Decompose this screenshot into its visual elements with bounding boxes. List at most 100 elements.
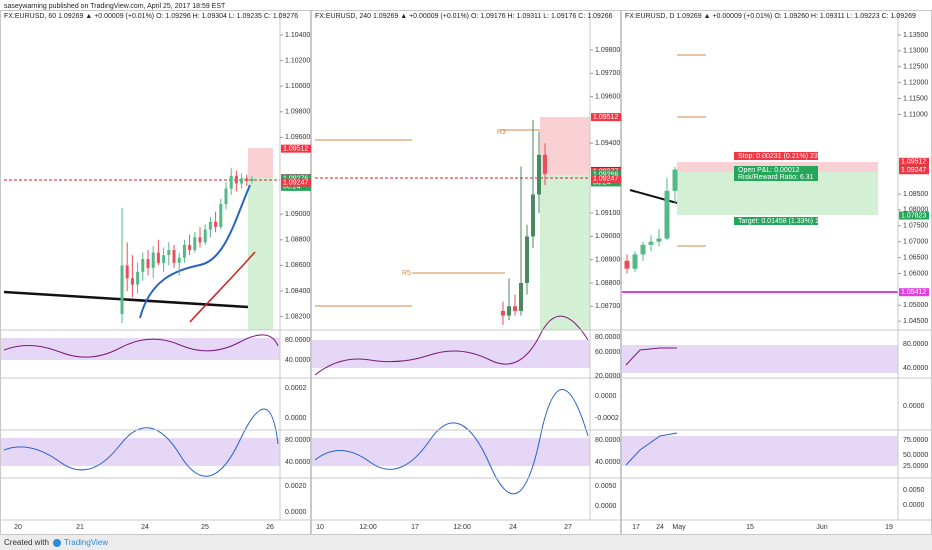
stoch-band bbox=[622, 436, 898, 466]
price-tick-label: 1.09000 bbox=[285, 211, 310, 218]
time-tick-label: 17 bbox=[411, 524, 419, 531]
rsi-band bbox=[622, 345, 898, 373]
candle-body bbox=[162, 255, 166, 263]
time-tick-label: 12:00 bbox=[453, 524, 471, 531]
time-tick-label: 24 bbox=[141, 524, 149, 531]
time-tick-label: 25 bbox=[201, 524, 209, 531]
candle-body bbox=[624, 260, 630, 269]
price-tag bbox=[591, 170, 621, 179]
candle-body bbox=[229, 175, 233, 189]
price-tick-label: 1.08700 bbox=[595, 303, 620, 310]
subpane-tick-label: 0.0000 bbox=[595, 503, 617, 510]
price-tag-label: 1.05412 bbox=[901, 289, 926, 296]
price-tick-label: 1.09100 bbox=[595, 210, 620, 217]
candle-body bbox=[172, 250, 176, 263]
rsi-line bbox=[625, 347, 677, 366]
annotation-box bbox=[734, 217, 818, 225]
price-tag bbox=[899, 166, 929, 175]
subpane-tick-label: 40.0000 bbox=[903, 365, 928, 372]
candle-body bbox=[136, 271, 140, 285]
time-tick-label: 24 bbox=[656, 524, 664, 531]
time-tick-label: 12:00 bbox=[359, 524, 377, 531]
candle-body bbox=[640, 244, 646, 255]
price-tick-label: 1.07500 bbox=[903, 223, 928, 230]
stop-zone bbox=[248, 148, 273, 178]
annotation-box bbox=[734, 166, 818, 174]
price-tag-label: 1.09512 bbox=[593, 114, 618, 121]
candle-body bbox=[177, 257, 181, 263]
candle-body bbox=[208, 221, 212, 230]
candle-body bbox=[203, 229, 207, 243]
candle-body bbox=[501, 310, 505, 316]
moving-average bbox=[189, 251, 256, 323]
subpane-tick-label: 0.0050 bbox=[595, 483, 617, 490]
annotation-box bbox=[734, 152, 818, 160]
time-tick-label: 26 bbox=[266, 524, 274, 531]
price-tick-label: 1.12500 bbox=[903, 64, 928, 71]
frame bbox=[0, 10, 311, 535]
candle-body bbox=[182, 244, 186, 258]
price-tick-label: 1.08600 bbox=[285, 262, 310, 269]
candle-body bbox=[234, 175, 238, 184]
candle-body bbox=[198, 237, 202, 243]
candle-body bbox=[525, 236, 529, 283]
annotation: Risk/Reward Ratio: 6.31 bbox=[738, 174, 814, 181]
subpane-tick-label: 0.0020 bbox=[285, 483, 307, 490]
annotation: Target: 0.01458 (1.33%) 145.8 bbox=[738, 218, 833, 225]
candle-body bbox=[250, 178, 254, 181]
subpane-tick-label: 80.0000 bbox=[903, 341, 928, 348]
publish-header: saseywarning published on TradingView.co… bbox=[4, 3, 226, 10]
subpane-tick-label: 40.0000 bbox=[285, 459, 310, 466]
price-tick-label: 1.06000 bbox=[903, 270, 928, 277]
annotation: R5 bbox=[402, 270, 411, 277]
candle-body bbox=[167, 250, 171, 256]
candle-body bbox=[188, 244, 192, 251]
time-tick-label: Jun bbox=[816, 524, 827, 531]
candle-body bbox=[664, 190, 670, 239]
rsi-band bbox=[312, 340, 590, 368]
rsi-line bbox=[314, 315, 589, 376]
stoch-line bbox=[625, 432, 678, 466]
candle-body bbox=[130, 278, 134, 285]
candle-body bbox=[507, 306, 511, 316]
candle-body bbox=[214, 221, 218, 227]
candle-body bbox=[156, 252, 160, 263]
subpane-tick-label: 25.0000 bbox=[903, 463, 928, 470]
frame bbox=[311, 10, 621, 535]
candle-body bbox=[648, 241, 654, 245]
price-tag bbox=[899, 157, 929, 166]
candle-body bbox=[531, 194, 535, 237]
subpane-tick-label: 0.0000 bbox=[903, 502, 925, 509]
price-tick-label: 1.08200 bbox=[285, 313, 310, 320]
time-tick-label: 19 bbox=[885, 524, 893, 531]
candle-body bbox=[513, 306, 517, 311]
footer-brand: TradingView bbox=[64, 538, 108, 547]
price-tick-label: 1.06500 bbox=[903, 254, 928, 261]
price-tag-label: 1.09512 bbox=[283, 146, 308, 153]
footer-bar bbox=[0, 535, 932, 550]
stop-zone bbox=[540, 117, 590, 175]
candle-body bbox=[245, 178, 249, 181]
price-tag-label: 1.09512 bbox=[901, 159, 926, 166]
price-tag-label: 1.09247 bbox=[593, 176, 618, 183]
price-tick-label: 1.09400 bbox=[595, 140, 620, 147]
subpane-tick-label: 0.0000 bbox=[285, 509, 307, 516]
time-tick-label: 20 bbox=[14, 524, 22, 531]
stoch-band bbox=[312, 438, 590, 466]
footer-text: Created with bbox=[4, 538, 49, 547]
subpane-tick-label: 0.0000 bbox=[903, 403, 925, 410]
candle-body bbox=[120, 265, 124, 315]
candle-body bbox=[240, 178, 244, 184]
price-tick-label: 1.05000 bbox=[903, 302, 928, 309]
price-tag bbox=[899, 288, 929, 297]
indicators bbox=[1, 315, 898, 495]
time-tick-label: May bbox=[672, 524, 686, 531]
subpane-tick-label: 80.0000 bbox=[595, 437, 620, 444]
subpane-tick-label: 75.0000 bbox=[903, 437, 928, 444]
time-tick-label: 10 bbox=[316, 524, 324, 531]
candle-body bbox=[146, 259, 150, 268]
subpane-tick-label: 40.0000 bbox=[285, 357, 310, 364]
candle-body bbox=[543, 154, 547, 174]
